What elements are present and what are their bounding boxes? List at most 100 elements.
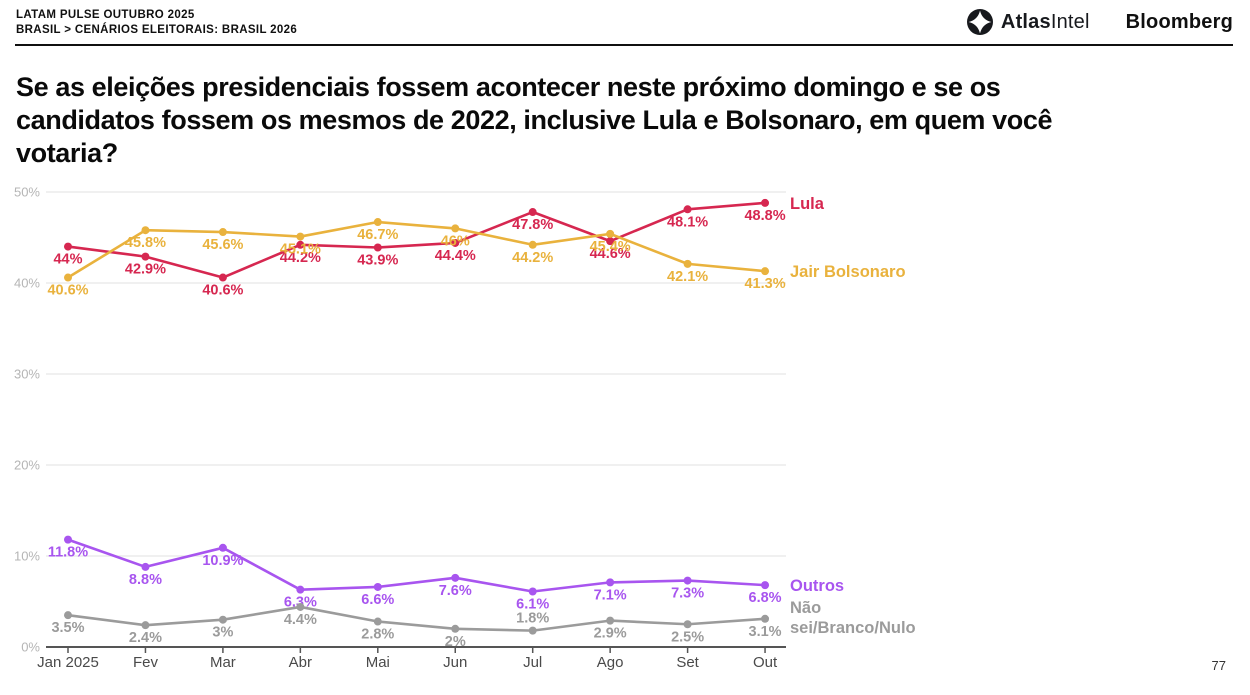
x-tick-label-out: Out (753, 654, 778, 671)
data-point-nao-sei-branco-nulo-7 (606, 616, 615, 625)
data-point-lula-7 (606, 237, 615, 246)
data-point-jair-bolsonaro-6 (528, 240, 537, 249)
y-tick-label-30: 30% (14, 367, 40, 382)
x-tick-label-fev: Fev (133, 654, 159, 671)
x-tick-label-abr: Abr (289, 654, 312, 671)
legend-label-nao-sei-branco-nulo: Não sei/Branco/Nulo (790, 599, 916, 637)
data-label-jair-bolsonaro-6: 44.2% (512, 250, 553, 266)
data-point-nao-sei-branco-nulo-1 (141, 621, 150, 630)
data-point-lula-9 (761, 198, 770, 207)
x-tick-label-jun: Jun (443, 654, 467, 671)
data-point-nao-sei-branco-nulo-2 (218, 615, 227, 624)
data-label-lula-4: 43.9% (357, 253, 398, 269)
data-point-lula-3 (296, 240, 305, 249)
data-label-nao-sei-branco-nulo-4: 2.8% (361, 627, 394, 643)
x-tick-label-mai: Mai (366, 654, 390, 671)
data-label-lula-3: 44.2% (280, 250, 321, 266)
data-label-lula-1: 42.9% (125, 262, 166, 278)
data-label-nao-sei-branco-nulo-5: 2% (445, 634, 466, 650)
data-label-nao-sei-branco-nulo-7: 2.9% (594, 626, 627, 642)
page-number: 77 (1211, 658, 1226, 673)
data-label-jair-bolsonaro-1: 45.8% (125, 235, 166, 251)
data-point-nao-sei-branco-nulo-3 (296, 602, 305, 611)
data-point-lula-4 (373, 243, 382, 252)
data-point-outros-0 (64, 535, 72, 544)
data-point-outros-2 (218, 543, 227, 552)
atlasintel-compass-icon (966, 8, 994, 36)
legend-label-outros: Outros (790, 577, 844, 595)
data-label-lula-0: 44% (53, 252, 82, 268)
data-label-jair-bolsonaro-5: 46% (441, 233, 470, 249)
data-point-nao-sei-branco-nulo-0 (64, 611, 72, 620)
legend-label-jair-bolsonaro: Jair Bolsonaro (790, 263, 906, 281)
data-label-jair-bolsonaro-0: 40.6% (47, 283, 88, 299)
data-label-outros-0: 11.8% (48, 545, 88, 561)
bloomberg-logo: Bloomberg (1125, 10, 1233, 33)
data-point-lula-8 (683, 205, 692, 214)
data-label-outros-2: 10.9% (202, 553, 243, 569)
data-point-jair-bolsonaro-0 (64, 273, 72, 282)
data-point-lula-5 (451, 238, 460, 247)
data-point-outros-1 (141, 562, 150, 571)
data-point-jair-bolsonaro-5 (451, 224, 460, 233)
data-label-jair-bolsonaro-8: 42.1% (667, 269, 708, 285)
data-point-jair-bolsonaro-3 (296, 232, 305, 241)
kicker-line1: LATAM PULSE OUTUBRO 2025 (16, 9, 195, 21)
atlasintel-logo: AtlasIntel (966, 8, 1090, 36)
data-label-lula-8: 48.1% (667, 214, 708, 230)
x-tick-label-jul: Jul (523, 654, 542, 671)
data-label-lula-7: 44.6% (590, 246, 631, 262)
data-label-lula-5: 44.4% (435, 248, 476, 264)
legend-label-lula: Lula (790, 195, 825, 213)
data-label-nao-sei-branco-nulo-1: 2.4% (129, 630, 162, 646)
data-point-jair-bolsonaro-2 (218, 228, 227, 237)
data-point-nao-sei-branco-nulo-9 (761, 614, 770, 623)
y-tick-label-10: 10% (14, 549, 40, 564)
data-label-jair-bolsonaro-2: 45.6% (202, 237, 243, 253)
data-label-nao-sei-branco-nulo-9: 3.1% (749, 624, 782, 640)
data-label-jair-bolsonaro-3: 45.1% (280, 242, 321, 258)
data-label-nao-sei-branco-nulo-0: 3.5% (51, 620, 84, 636)
data-point-nao-sei-branco-nulo-8 (683, 620, 692, 629)
page-title: Se as eleições presidenciais fossem acon… (16, 72, 1053, 168)
x-tick-label-set: Set (676, 654, 699, 671)
data-point-outros-4 (373, 582, 382, 591)
data-point-jair-bolsonaro-4 (373, 218, 382, 227)
data-point-jair-bolsonaro-9 (761, 267, 770, 276)
report-kicker: LATAM PULSE OUTUBRO 2025 BRASIL > CENÁRI… (16, 8, 297, 38)
data-label-outros-1: 8.8% (129, 572, 162, 588)
x-tick-label-mar: Mar (210, 654, 236, 671)
header-divider (15, 44, 1233, 46)
logo-bar: AtlasIntel Bloomberg (966, 6, 1233, 38)
y-tick-label-0: 0% (21, 640, 40, 655)
data-label-nao-sei-branco-nulo-6: 1.8% (516, 611, 549, 627)
data-label-outros-4: 6.6% (361, 592, 394, 608)
x-tick-label-jan-2025: Jan 2025 (37, 654, 99, 671)
data-label-lula-2: 40.6% (202, 283, 243, 299)
data-point-lula-6 (528, 208, 537, 217)
data-point-nao-sei-branco-nulo-6 (528, 626, 537, 635)
data-point-lula-2 (218, 273, 227, 282)
data-point-outros-7 (606, 578, 615, 587)
data-label-outros-7: 7.1% (594, 587, 627, 603)
y-tick-label-40: 40% (14, 276, 40, 291)
series-line-lula (66, 201, 767, 279)
series-line-nao-sei-branco-nulo (66, 605, 767, 632)
data-point-outros-8 (683, 576, 692, 585)
data-point-lula-1 (141, 252, 150, 261)
data-point-nao-sei-branco-nulo-5 (451, 624, 460, 633)
data-label-nao-sei-branco-nulo-2: 3% (212, 625, 233, 641)
data-point-outros-5 (451, 573, 460, 582)
data-label-lula-6: 47.8% (512, 217, 553, 233)
kicker-line2: BRASIL > CENÁRIOS ELEITORAIS: BRASIL 202… (16, 24, 298, 36)
series-line-jair-bolsonaro (66, 220, 767, 279)
data-point-outros-6 (528, 587, 537, 596)
series-line-outros (66, 538, 767, 593)
data-label-nao-sei-branco-nulo-3: 4.4% (284, 612, 317, 628)
data-point-lula-0 (64, 242, 72, 251)
x-tick-label-ago: Ago (597, 654, 624, 671)
data-point-jair-bolsonaro-1 (141, 226, 150, 235)
data-label-outros-5: 7.6% (439, 583, 472, 599)
data-label-outros-8: 7.3% (671, 586, 704, 602)
data-point-jair-bolsonaro-8 (683, 259, 692, 268)
